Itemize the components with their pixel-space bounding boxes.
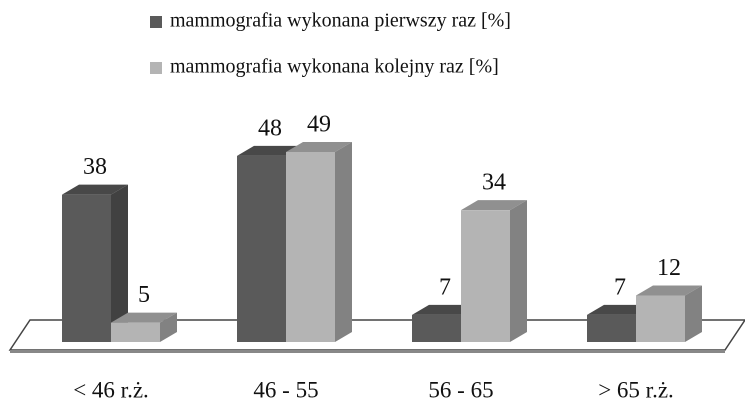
bar: [111, 322, 160, 342]
bar-top: [111, 312, 177, 323]
bar-side: [335, 142, 352, 342]
bar: [412, 314, 461, 342]
legend-swatch: [150, 62, 162, 74]
x-tick-label: > 65 r.ż.: [598, 377, 674, 402]
legend-label: mammografia wykonana kolejny raz [%]: [170, 56, 499, 78]
data-label: 5: [138, 282, 150, 308]
data-label: 49: [307, 112, 331, 138]
bar: [461, 210, 510, 342]
bar-side: [510, 200, 527, 342]
bar: [286, 152, 335, 342]
bar: [636, 295, 685, 342]
data-label: 38: [83, 154, 107, 180]
bar-top: [461, 200, 527, 211]
data-label: 7: [614, 274, 626, 300]
bar: [62, 194, 111, 342]
x-tick-label: 56 - 65: [428, 377, 493, 402]
data-label: 12: [657, 255, 681, 281]
bar-side: [160, 312, 177, 342]
data-label: 48: [258, 115, 282, 141]
bar-side: [111, 184, 128, 342]
data-label: 34: [482, 170, 506, 196]
bar-top: [636, 285, 702, 296]
bar-top: [62, 184, 128, 195]
data-label: 7: [439, 274, 451, 300]
x-tick-label: < 46 r.ż.: [73, 377, 149, 402]
x-tick-label: 46 - 55: [253, 377, 318, 402]
bar: [587, 314, 636, 342]
legend-swatch: [150, 16, 162, 28]
legend-label: mammografia wykonana pierwszy raz [%]: [170, 10, 511, 32]
bar-side: [685, 285, 702, 342]
bar: [237, 155, 286, 342]
floor-edge: [10, 350, 725, 353]
bar-top: [286, 142, 352, 152]
